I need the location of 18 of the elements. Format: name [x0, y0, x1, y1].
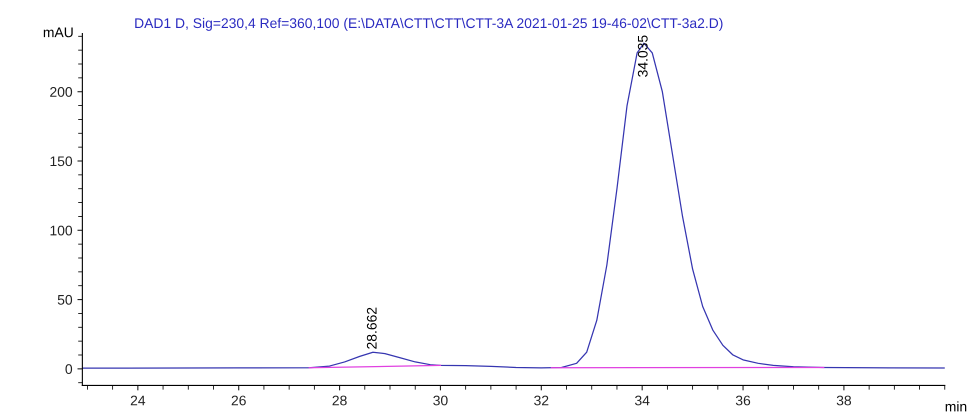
x-tick-label: 38 [836, 396, 852, 406]
x-tick-label: 30 [433, 396, 448, 406]
chart-title: DAD1 D, Sig=230,4 Ref=360,100 (E:\DATA\CTT\CTT\CTT-3A 2021-01-25 19-46-02\CTT-3a2.D) [135, 18, 723, 31]
annotation: 28.662 [366, 308, 377, 349]
y-axis-title: mAU [44, 28, 73, 38]
annotation: 34.035 [638, 35, 648, 77]
x-axis-title: min [946, 401, 966, 412]
y-tick-label: 200 [50, 87, 72, 97]
y-tick-label: 150 [50, 156, 72, 166]
y-tick-label: 100 [50, 226, 72, 236]
x-tick-label: 36 [736, 396, 750, 406]
x-tick-label: 34 [634, 396, 650, 406]
x-tick-label: 32 [534, 396, 548, 406]
x-tick-label: 24 [130, 396, 146, 406]
y-tick-label: 0 [65, 364, 72, 374]
y-tick-label: 50 [58, 294, 72, 305]
x-tick-label: 26 [232, 396, 246, 406]
x-tick-label: 28 [332, 396, 347, 406]
